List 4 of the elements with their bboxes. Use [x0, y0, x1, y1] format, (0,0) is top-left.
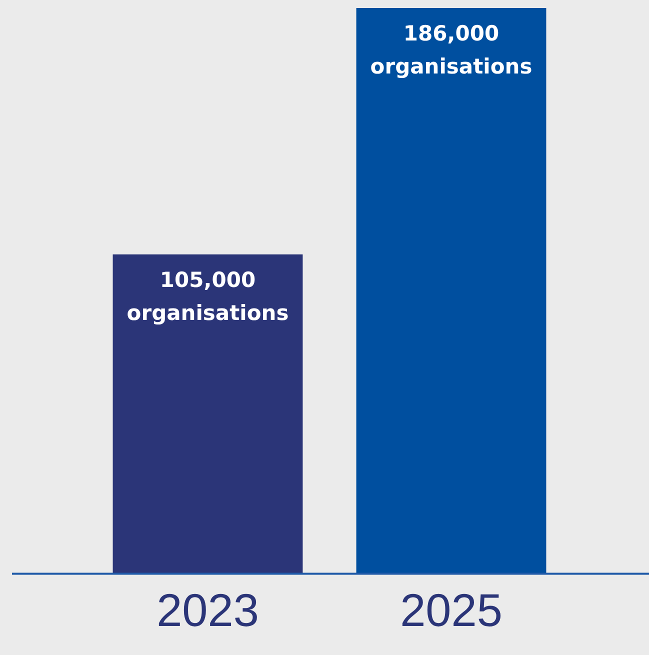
data-label: 105,000 organisations — [126, 268, 289, 325]
data-label: 186,000 organisations — [370, 21, 532, 78]
x-tick-label: 2025 — [400, 584, 502, 636]
x-tick-label: 2023 — [156, 584, 259, 636]
